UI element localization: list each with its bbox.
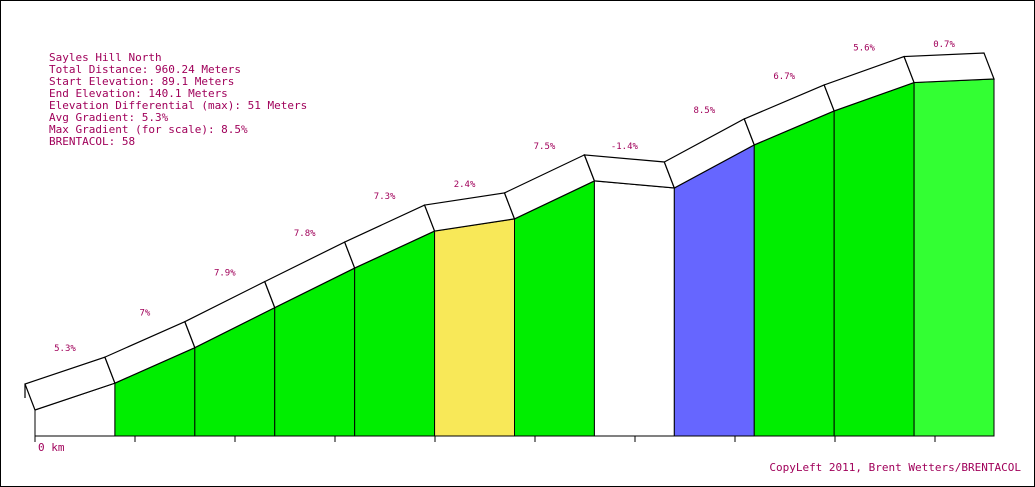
gradient-label: 7.9% xyxy=(214,269,236,279)
elevation-differential: Elevation Differential (max): 51 Meters xyxy=(49,99,307,112)
gradient-label: 7.8% xyxy=(294,229,316,239)
gradient-label: 0.7% xyxy=(933,40,955,50)
route-name: Sayles Hill North xyxy=(49,51,162,64)
segment-12 xyxy=(913,78,995,437)
segment-9 xyxy=(673,144,755,437)
segment-6 xyxy=(434,218,515,437)
route-info: Sayles Hill North Total Distance: 960.24… xyxy=(49,51,307,148)
gradient-label: 7.3% xyxy=(374,192,396,202)
gradient-label: 7.5% xyxy=(534,142,556,152)
gradient-label: 2.4% xyxy=(454,180,476,190)
segment-10 xyxy=(753,110,835,437)
gradient-label: 7% xyxy=(139,309,150,319)
brentacol-score: BRENTACOL: 58 xyxy=(49,135,135,148)
total-distance: Total Distance: 960.24 Meters xyxy=(49,63,241,76)
gradient-labels: 5.3% 7% 7.9% 7.8% 7.3% 2.4% 7.5% -1.4% 8.5% 6.7% 5… xyxy=(54,40,955,354)
segment-11 xyxy=(833,81,915,437)
copyleft-credit: CopyLeft 2011, Brent Wetters/BRENTACOL xyxy=(769,461,1021,474)
avg-gradient: Avg Gradient: 5.3% xyxy=(49,111,169,124)
x-axis xyxy=(34,435,994,442)
segments-layer xyxy=(34,78,995,437)
segment-7 xyxy=(514,180,595,437)
gradient-label: 5.3% xyxy=(54,344,76,354)
start-elevation: Start Elevation: 89.1 Meters xyxy=(49,75,234,88)
max-gradient: Max Gradient (for scale): 8.5% xyxy=(49,123,248,136)
gradient-label: -1.4% xyxy=(611,142,639,152)
x-axis-start-label: 0 km xyxy=(38,441,65,454)
end-elevation: End Elevation: 140.1 Meters xyxy=(49,87,228,100)
gradient-label: 6.7% xyxy=(773,72,795,82)
segment-8 xyxy=(593,180,675,437)
ribbon-layer xyxy=(24,52,995,411)
gradient-label: 5.6% xyxy=(853,44,875,54)
gradient-label: 8.5% xyxy=(693,106,715,116)
ribbon-12 xyxy=(903,52,995,84)
